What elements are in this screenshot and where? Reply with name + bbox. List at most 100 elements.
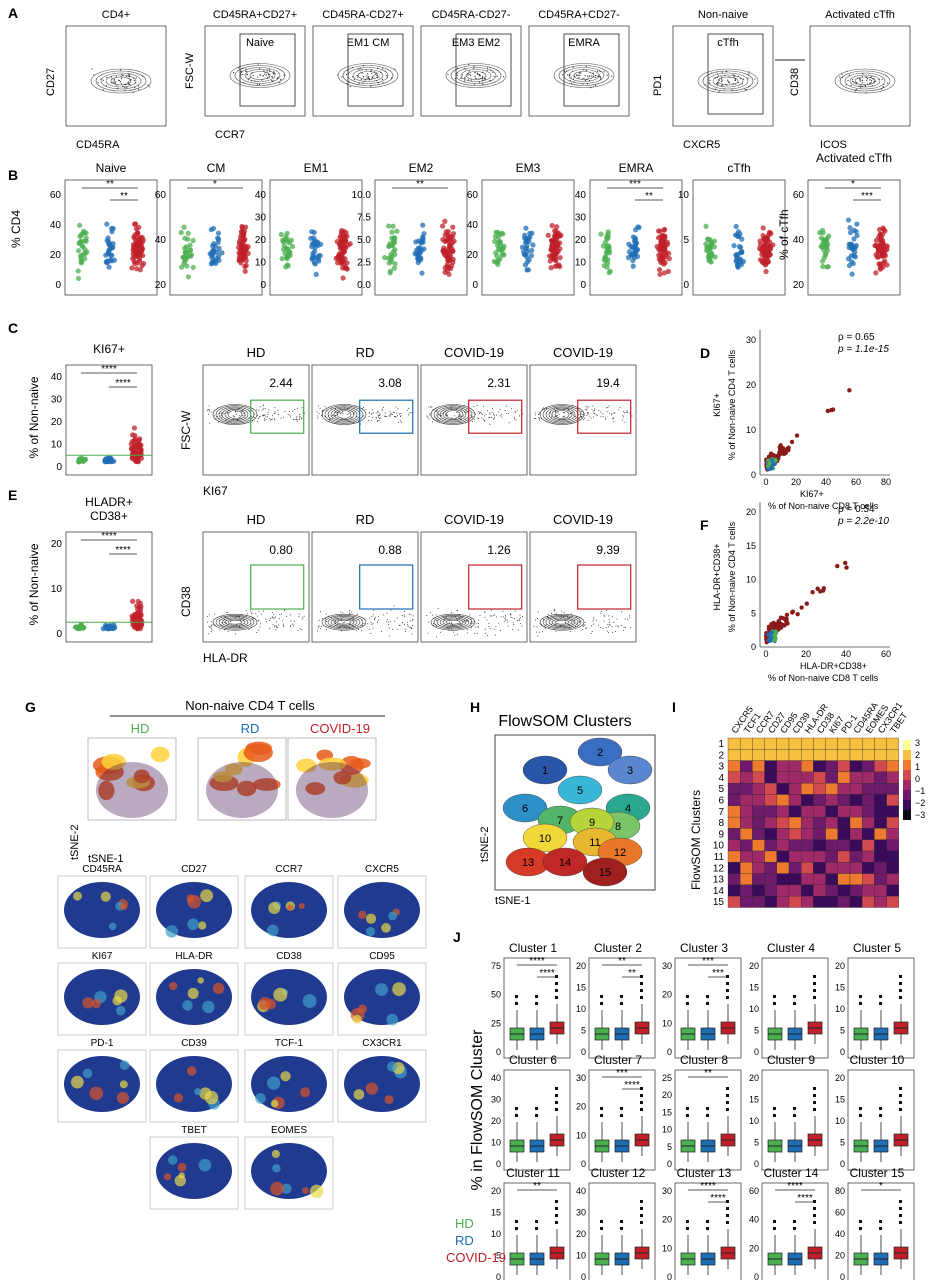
- event-dot: [272, 624, 274, 626]
- flow-plot-title: RD: [356, 512, 375, 527]
- contour-line: [224, 618, 246, 626]
- heatmap-cell: [862, 749, 875, 761]
- event-dot: [377, 411, 379, 413]
- event-dot: [324, 406, 326, 408]
- heatmap-cell: [740, 850, 753, 863]
- contour-line: [336, 410, 352, 419]
- event-dot: [122, 75, 124, 77]
- event-dot: [555, 415, 557, 417]
- marker-title: CXCR5: [365, 864, 399, 875]
- event-dot: [236, 624, 238, 626]
- event-dot: [484, 420, 486, 422]
- event-dot: [486, 410, 488, 412]
- heatmap-row-label: 10: [713, 841, 725, 852]
- event-dot: [483, 419, 485, 421]
- correlation-p: p = 2.2e-10: [837, 516, 889, 527]
- marker-hotspot: [73, 891, 83, 901]
- event-dot: [404, 610, 406, 612]
- event-dot: [586, 627, 588, 629]
- outlier-point: [773, 995, 776, 998]
- event-dot: [217, 421, 219, 423]
- event-dot: [627, 618, 629, 620]
- data-point: [873, 237, 880, 244]
- heatmap-cell: [862, 828, 875, 840]
- event-dot: [254, 416, 256, 418]
- event-dot: [880, 88, 883, 90]
- heatmap-cell: [837, 828, 851, 840]
- data-point: [878, 244, 885, 250]
- flow-gate: [577, 564, 632, 610]
- event-dot: [491, 609, 493, 611]
- event-dot: [390, 620, 392, 622]
- event-dot: [445, 414, 447, 416]
- marker-hotspot: [202, 1000, 215, 1014]
- scatter-xtick: 60: [851, 477, 861, 487]
- event-dot: [340, 611, 342, 613]
- heatmap-cell: [849, 873, 863, 886]
- event-dot: [500, 616, 502, 618]
- event-dot: [289, 614, 291, 616]
- event-dot: [352, 413, 354, 415]
- gate-ylabel: FSC-W: [184, 52, 196, 89]
- data-point: [735, 263, 741, 269]
- event-dot: [504, 619, 506, 621]
- event-dot: [563, 611, 565, 613]
- event-dot: [486, 619, 488, 621]
- marker-map-base: [156, 1056, 232, 1112]
- event-dot: [449, 622, 451, 624]
- event-dot: [381, 78, 384, 81]
- heatmap-cell: [849, 896, 863, 908]
- event-dot: [569, 631, 571, 633]
- event-dot: [250, 76, 252, 78]
- cluster-region: [522, 823, 568, 853]
- event-dot: [584, 624, 586, 626]
- data-point: [280, 239, 286, 245]
- event-dot: [608, 626, 610, 628]
- data-point: [110, 225, 116, 232]
- outlier-point: [640, 1221, 643, 1224]
- event-dot: [388, 621, 390, 623]
- data-point: [876, 248, 882, 254]
- event-dot: [283, 74, 285, 76]
- event-dot: [485, 413, 487, 415]
- panel-letter-j: J: [453, 929, 461, 945]
- data-point: [188, 252, 195, 258]
- outlier-point: [535, 1114, 538, 1117]
- flow-plot-frame: [420, 531, 528, 643]
- data-point: [447, 236, 454, 242]
- event-dot: [603, 615, 605, 617]
- event-dot: [862, 73, 864, 75]
- event-dot: [593, 412, 595, 414]
- event-dot: [621, 611, 623, 613]
- event-dot: [463, 67, 465, 69]
- event-dot: [344, 621, 346, 623]
- contour-line: [442, 618, 464, 626]
- event-dot: [606, 407, 608, 409]
- event-dot: [542, 631, 544, 633]
- data-point: [342, 265, 348, 271]
- event-dot: [207, 410, 209, 412]
- event-dot: [582, 414, 584, 416]
- event-dot: [484, 611, 486, 613]
- boxplot-tick: 15: [835, 983, 845, 993]
- event-dot: [299, 416, 301, 418]
- outlier-point: [726, 1087, 729, 1090]
- event-dot: [864, 85, 867, 88]
- event-dot: [572, 623, 574, 625]
- marker-title: CD27: [181, 864, 207, 875]
- gate-plot-frame: [809, 25, 911, 127]
- marker-hotspot: [194, 1088, 202, 1096]
- gate-plot-title: CD4+: [102, 9, 130, 21]
- data-point: [278, 231, 284, 238]
- event-dot: [553, 629, 555, 631]
- event-dot: [467, 411, 469, 413]
- event-dot: [371, 616, 373, 618]
- outlier-point: [879, 1227, 882, 1230]
- event-dot: [583, 414, 585, 416]
- gate-plot-title: CD45RA-CD27-: [432, 9, 511, 21]
- event-dot: [511, 617, 513, 619]
- event-dot: [318, 619, 320, 621]
- event-dot: [372, 623, 374, 625]
- data-point: [75, 268, 81, 274]
- data-point: [661, 270, 667, 276]
